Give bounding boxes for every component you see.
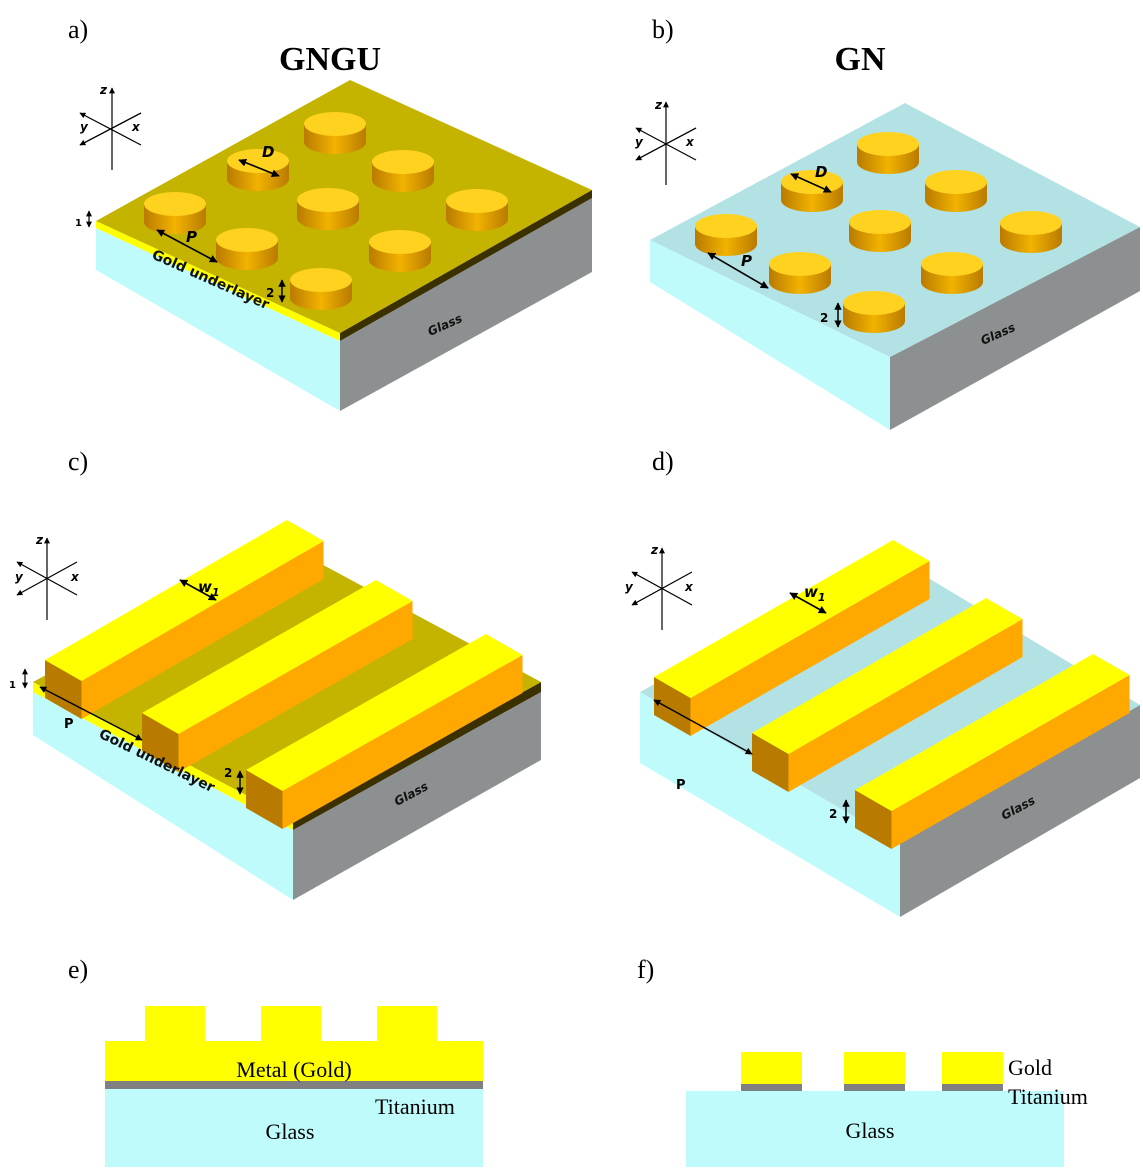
metal-label: Metal (Gold) — [236, 1057, 351, 1082]
titanium-layer — [105, 1081, 483, 1089]
panel-d-axes — [631, 547, 693, 630]
titanium-stripe — [741, 1084, 802, 1091]
label-2: 2 — [266, 286, 274, 300]
nanowire — [142, 580, 413, 772]
titanium-stripe — [844, 1084, 905, 1091]
axis-y-label: y — [625, 580, 634, 594]
panel-b: b) GN z y x D P 2 Glass — [635, 15, 1140, 430]
axis-z-label: z — [654, 98, 663, 112]
nanodisk — [843, 291, 905, 333]
gold-underlayer-side — [340, 190, 592, 341]
panel-e-letter: e) — [68, 955, 88, 984]
gold-ridge — [145, 1006, 205, 1042]
glass-label: Glass — [846, 1118, 895, 1143]
gold-ridge — [261, 1006, 321, 1042]
nanowire — [752, 598, 1023, 792]
titanium-stripe — [942, 1084, 1003, 1091]
panel-b-axes — [635, 101, 697, 185]
label-1: 1 — [9, 680, 16, 691]
axis-y-label: y — [80, 120, 89, 134]
panel-a-axes — [79, 87, 142, 170]
nanodisk — [781, 170, 843, 212]
axis-x-label: x — [131, 120, 141, 134]
axis-x-label: x — [685, 135, 695, 149]
glass-side-face — [340, 198, 592, 411]
label-P: P — [64, 717, 74, 732]
axis-z-label: z — [99, 83, 108, 97]
label-1: 1 — [75, 218, 82, 229]
panel-c-axes — [16, 537, 78, 620]
axis-z-label: z — [650, 543, 659, 557]
titanium-label: Titanium — [1008, 1084, 1088, 1109]
panel-f-letter: f) — [637, 955, 654, 984]
glass-front-face — [33, 692, 293, 900]
nanodisk — [290, 268, 352, 310]
nanodisk — [446, 189, 508, 231]
gold-label: Gold — [1008, 1055, 1052, 1080]
nanodisk — [1000, 211, 1062, 253]
panel-c-nanowires — [45, 520, 523, 829]
glass-side-face — [890, 227, 1140, 430]
nanowire — [855, 654, 1130, 849]
label-2: 2 — [829, 807, 837, 821]
label-P: P — [676, 778, 686, 793]
panel-c-letter: c) — [68, 447, 88, 476]
panel-a-letter: a) — [68, 15, 88, 44]
panel-f: f) Gold Titanium Glass — [637, 955, 1088, 1167]
panel-e: e) Metal (Gold) Titanium Glass — [68, 955, 483, 1167]
axis-z-label: z — [35, 533, 44, 547]
glass-side-face — [293, 692, 541, 900]
label-w: w1 — [804, 583, 826, 604]
gold-stripe — [844, 1052, 905, 1084]
nanodisk — [925, 170, 987, 212]
glass-side-face — [900, 705, 1140, 917]
nanodisk — [297, 188, 359, 230]
nanodisk — [144, 192, 206, 234]
glass-substrate — [105, 1089, 483, 1167]
panel-d-letter: d) — [652, 447, 674, 476]
panel-d-nanowires — [654, 540, 1130, 849]
axis-x-label: x — [70, 570, 80, 584]
nanodisk — [372, 150, 434, 192]
glass-substrate — [686, 1091, 1064, 1167]
nanodisk — [849, 210, 911, 252]
panel-c: c) z y x w1 P 1 2 Gold underlayer Glass — [9, 447, 541, 900]
titanium-label: Titanium — [375, 1094, 455, 1119]
gold-stripe — [741, 1052, 802, 1084]
gold-ridge — [377, 1006, 437, 1042]
label-2: 2 — [820, 311, 828, 325]
gold-underlayer-side — [293, 682, 541, 830]
panel-d: d) z y x w1 P 2 Glass — [625, 447, 1140, 917]
glass-front-face — [96, 228, 340, 411]
label-w: w1 — [198, 578, 220, 599]
nanowire — [246, 634, 523, 829]
gold-layer — [105, 1041, 483, 1081]
nanodisk — [304, 112, 366, 154]
label-P: P — [186, 228, 197, 246]
panel-a-title: GNGU — [279, 41, 381, 78]
panel-b-title: GN — [835, 41, 886, 78]
nanodisk — [216, 228, 278, 270]
nanodisk — [857, 132, 919, 174]
panel-b-letter: b) — [652, 15, 674, 44]
label-P: P — [741, 252, 752, 270]
glass-label: Glass — [266, 1119, 315, 1144]
nanodisk — [769, 252, 831, 294]
gold-stripe — [942, 1052, 1003, 1084]
axis-x-label: x — [684, 580, 694, 594]
panel-a: a) GNGU z y x D P 1 2 Gold underlayer Gl… — [68, 15, 592, 411]
nanodisk — [369, 230, 431, 272]
label-2: 2 — [224, 766, 232, 780]
nanodisk — [695, 214, 757, 256]
label-D: D — [262, 143, 274, 161]
axis-y-label: y — [15, 570, 24, 584]
nanodisk — [921, 252, 983, 294]
label-D: D — [815, 163, 827, 181]
axis-y-label: y — [635, 135, 644, 149]
nanodisk — [227, 149, 289, 191]
